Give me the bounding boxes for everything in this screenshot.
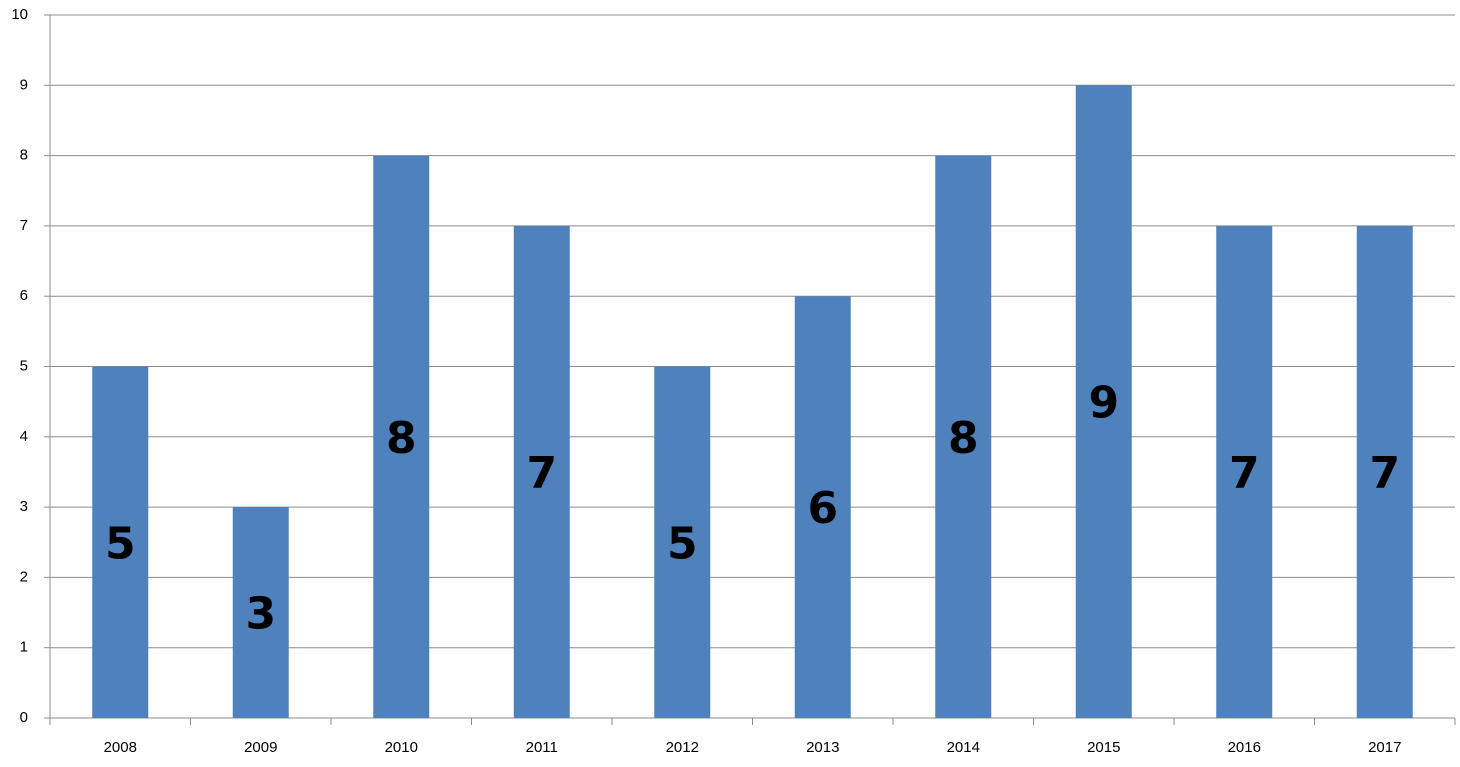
x-tick-label: 2008 xyxy=(104,739,137,756)
bar xyxy=(92,366,149,718)
data-label: 6 xyxy=(807,483,838,534)
bar xyxy=(1216,225,1273,718)
bar xyxy=(1075,85,1132,719)
bar xyxy=(935,155,992,719)
x-tick-label: 2010 xyxy=(385,739,418,756)
x-tick-label: 2009 xyxy=(244,739,277,756)
y-tick-label: 1 xyxy=(20,639,28,656)
x-tick-label: 2013 xyxy=(806,739,839,756)
data-label: 5 xyxy=(667,518,698,569)
y-tick-label: 10 xyxy=(11,6,28,23)
y-tick-label: 2 xyxy=(20,568,28,585)
data-label: 7 xyxy=(1229,448,1260,499)
x-tick-label: 2015 xyxy=(1087,739,1120,756)
bar xyxy=(1356,225,1413,718)
y-tick-label: 0 xyxy=(20,709,28,726)
x-tick-label: 2012 xyxy=(666,739,699,756)
y-tick-label: 8 xyxy=(20,147,28,164)
bar xyxy=(654,366,711,718)
x-tick-label: 2011 xyxy=(526,739,558,756)
data-label: 3 xyxy=(245,589,276,640)
data-label: 7 xyxy=(1369,448,1400,499)
data-label: 5 xyxy=(105,518,136,569)
data-label: 7 xyxy=(526,448,557,499)
y-tick-label: 3 xyxy=(20,498,28,515)
bar xyxy=(232,507,289,718)
data-label: 9 xyxy=(1088,378,1119,429)
x-tick-label: 2017 xyxy=(1368,739,1401,756)
data-label: 8 xyxy=(948,413,979,464)
y-tick-label: 4 xyxy=(20,428,28,445)
y-tick-label: 7 xyxy=(20,217,28,234)
x-tick-label: 2016 xyxy=(1228,739,1261,756)
y-tick-label: 5 xyxy=(20,357,28,374)
bar xyxy=(513,225,570,718)
y-tick-label: 9 xyxy=(20,76,28,93)
y-tick-label: 6 xyxy=(20,287,28,304)
bar xyxy=(794,296,851,718)
bar xyxy=(373,155,430,719)
x-tick-label: 2014 xyxy=(947,739,980,756)
data-label: 8 xyxy=(386,413,417,464)
